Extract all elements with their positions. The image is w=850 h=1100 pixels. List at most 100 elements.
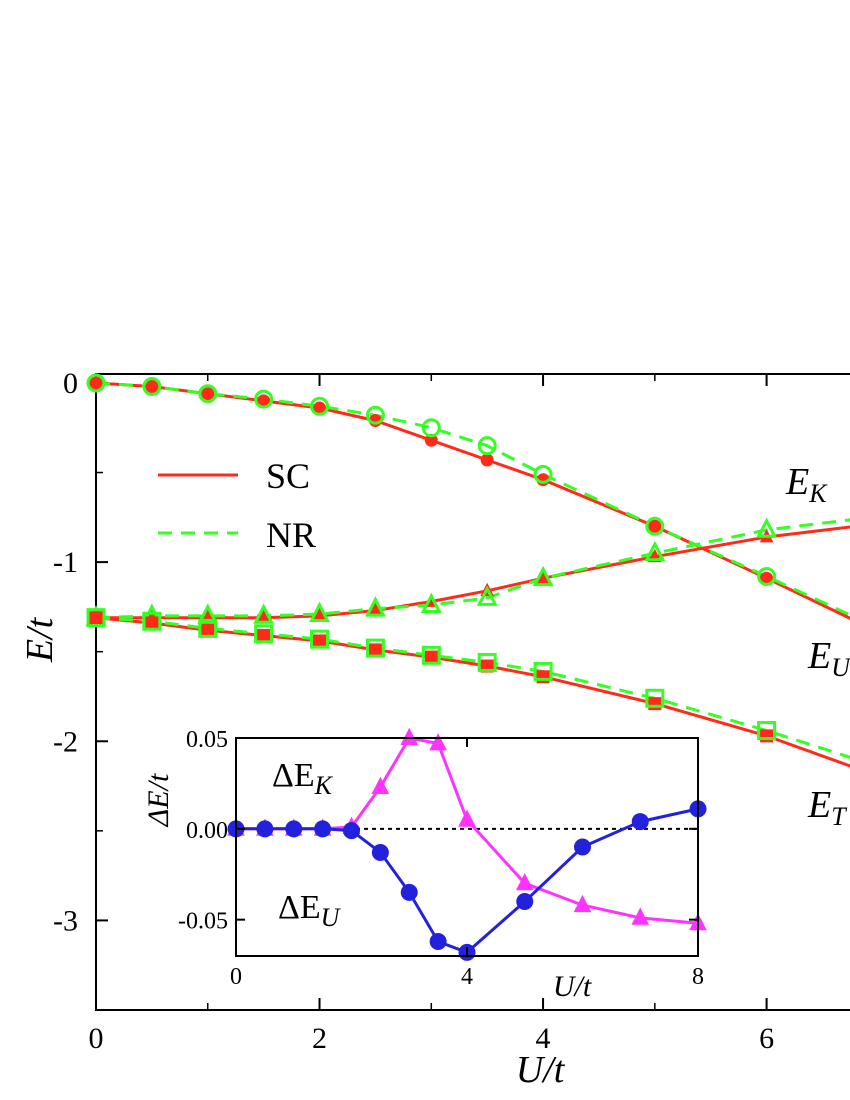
x-tick-label: 2 [312, 1022, 327, 1055]
sc-line-E_K [96, 525, 850, 620]
y-tick-label: -2 [53, 725, 78, 758]
nr-point-E_T [533, 661, 553, 681]
legend-sc-label: SC [266, 456, 310, 496]
inset-x-axis-title: U/t [553, 970, 592, 1003]
nr-point-E_K [532, 565, 554, 587]
sc-point-E_T [145, 616, 159, 630]
nr-point-E_U [254, 389, 274, 409]
y-axis-title: E/t [19, 616, 61, 663]
x-tick-label: 6 [759, 1022, 774, 1055]
curve-label-ek-sub: K [808, 479, 828, 508]
nr-point-E_T [645, 688, 665, 708]
nr-point-E_U [86, 373, 106, 393]
y-tick-label: 0 [63, 367, 78, 400]
sc-point-E_T [313, 634, 327, 648]
sc-point-E_T [368, 643, 382, 657]
x-tick-label: 4 [536, 1022, 551, 1055]
sc-line-E_U [95, 381, 850, 620]
nr-point-E_K [644, 540, 666, 562]
inset-point-deu [371, 843, 389, 861]
inset-y-axis-title: ΔE/t [142, 773, 175, 827]
inset-point-dek [631, 907, 650, 925]
inset-point-dek [400, 727, 419, 745]
inset-point-deu [631, 813, 649, 831]
inset-x-tick-label: 4 [461, 964, 473, 990]
nr-point-E_K [756, 517, 778, 538]
inset-background [236, 738, 698, 956]
y-tick-label: -1 [53, 546, 78, 579]
x-axis-title: U/t [516, 1049, 566, 1091]
nr-point-E_T [310, 629, 330, 649]
main-ticks: 0 2 4 6 0 -1 -2 -3 [53, 367, 774, 1055]
curve-label-et: ET [807, 784, 847, 831]
sc-point-E_T [760, 729, 774, 743]
nr-point-E_T [421, 645, 441, 665]
nr-point-E_T [198, 618, 218, 638]
inset-y-tick-label: -0.05 [178, 909, 228, 935]
legend: SC NR [158, 456, 316, 555]
curve-label-ek-main: E [785, 461, 809, 503]
sc-point-E_U [201, 387, 215, 401]
nr-point-E_T [365, 638, 385, 658]
nr-point-E_U [477, 436, 497, 456]
inset-point-deu [429, 932, 447, 950]
curve-label-eu-main: E [807, 635, 831, 677]
inset-label-dek: ΔEK [272, 757, 334, 800]
sc-point-E_U [89, 376, 103, 390]
nr-point-E_K [253, 603, 275, 624]
inset-point-deu [516, 893, 534, 910]
nr-point-E_K [420, 592, 442, 614]
inset-point-dek [371, 776, 390, 794]
inset-point-deu [343, 822, 360, 840]
inset-label-deu: ΔEU [278, 889, 342, 932]
nr-point-E_K [197, 603, 219, 624]
inset-label-dek-main: ΔE [272, 757, 315, 794]
inset-chart: 0 4 80.050.00-0.05 U/t ΔE/t ΔEK ΔEU [142, 727, 707, 1003]
nr-point-E_U [365, 405, 385, 425]
nr-point-E_T [757, 721, 777, 741]
inset-point-dek [458, 809, 476, 827]
inset-y-tick-label: 0.00 [186, 818, 228, 844]
curve-label-et-sub: T [831, 802, 847, 831]
curve-label-ek: EK [785, 461, 828, 508]
inset-x-tick-label: 8 [692, 964, 704, 990]
sc-point-E_U [648, 519, 662, 533]
x-tick-label: 0 [89, 1022, 104, 1055]
nr-point-E_K [309, 601, 330, 623]
nr-point-E_U [142, 377, 162, 397]
nr-line-E_K [95, 518, 850, 620]
nr-point-E_T [142, 611, 162, 631]
nr-point-E_K [476, 585, 498, 606]
inset-point-dek [429, 733, 447, 751]
curve-label-eu-sub: U [831, 653, 850, 682]
inset-point-dek [573, 894, 592, 913]
curve-label-eu: EU [807, 635, 850, 682]
sc-point-E_T [89, 611, 103, 625]
main-axes [95, 373, 850, 1011]
nr-point-E_T [254, 624, 274, 644]
legend-nr-label: NR [266, 515, 316, 555]
main-curves [95, 381, 850, 768]
inset-label-deu-main: ΔE [278, 889, 321, 926]
inset-label-dek-sub: K [314, 771, 334, 800]
sc-point-E_T [424, 650, 438, 664]
inset-point-deu [574, 838, 591, 856]
inset-label-deu-sub: U [321, 903, 342, 932]
nr-point-E_U [533, 464, 553, 484]
sc-point-E_U [480, 453, 494, 467]
nr-line-E_U [95, 381, 850, 617]
sc-point-E_U [145, 380, 159, 394]
main-markers [85, 373, 778, 743]
inset-point-deu [400, 883, 418, 901]
sc-point-E_T [257, 629, 271, 643]
nr-point-E_T [477, 652, 497, 672]
inset-y-tick-label: 0.05 [186, 727, 228, 753]
inset-ticks: 0 4 8 0.05 0.00 -0.05 [178, 727, 704, 990]
inset-point-deu [256, 820, 274, 838]
nr-point-E_U [310, 396, 330, 416]
inset-point-dek [515, 873, 534, 891]
nr-point-E_T [86, 608, 106, 628]
main-plot-frame [95, 373, 850, 1011]
nr-point-E_K [364, 596, 386, 617]
